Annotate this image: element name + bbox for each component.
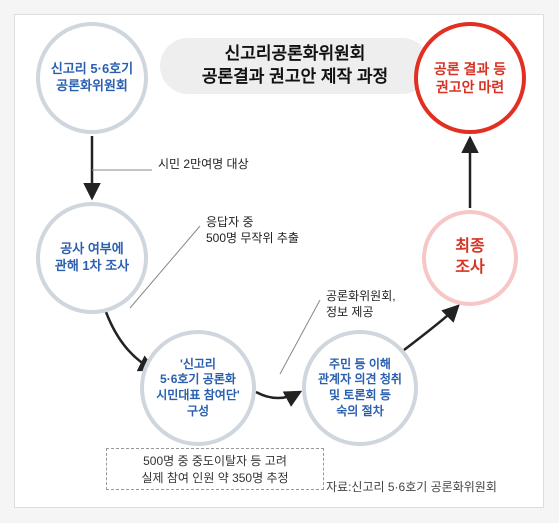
node-label-n1: 신고리 5·6호기공론화위원회 [51, 61, 133, 95]
note-t2: 응답자 중500명 무작위 추출 [206, 214, 299, 246]
node-n5: 최종조사 [422, 210, 518, 306]
node-label-n3: '신고리5·6호기 공론화시민대표 참여단'구성 [156, 357, 239, 419]
footnote-box: 500명 중 중도이탈자 등 고려실제 참여 인원 약 350명 추정 [106, 448, 324, 490]
node-label-n5: 최종조사 [455, 237, 484, 279]
footnote-text: 500명 중 중도이탈자 등 고려실제 참여 인원 약 350명 추정 [141, 452, 288, 486]
node-n3: '신고리5·6호기 공론화시민대표 참여단'구성 [140, 330, 256, 446]
node-label-n4: 주민 등 이해관계자 의견 청취및 토론회 등숙의 절차 [318, 357, 402, 419]
node-n2: 공사 여부에관해 1차 조사 [36, 202, 148, 314]
diagram-title: 신고리공론화위원회공론결과 권고안 제작 과정 [160, 38, 430, 94]
node-n1: 신고리 5·6호기공론화위원회 [36, 22, 148, 134]
node-n4: 주민 등 이해관계자 의견 청취및 토론회 등숙의 절차 [302, 330, 418, 446]
node-label-n2: 공사 여부에관해 1차 조사 [55, 241, 129, 275]
source-text: 자료:신고리 5·6호기 공론화위원회 [326, 480, 497, 494]
note-t3: 공론화위원회,정보 제공 [326, 288, 396, 320]
source-credit: 자료:신고리 5·6호기 공론화위원회 [326, 478, 497, 495]
diagram-title-text: 신고리공론화위원회공론결과 권고안 제작 과정 [202, 43, 388, 89]
note-t1: 시민 2만여명 대상 [158, 156, 249, 172]
node-n6: 공론 결과 등권고안 마련 [414, 22, 526, 134]
node-label-n6: 공론 결과 등권고안 마련 [434, 60, 506, 96]
